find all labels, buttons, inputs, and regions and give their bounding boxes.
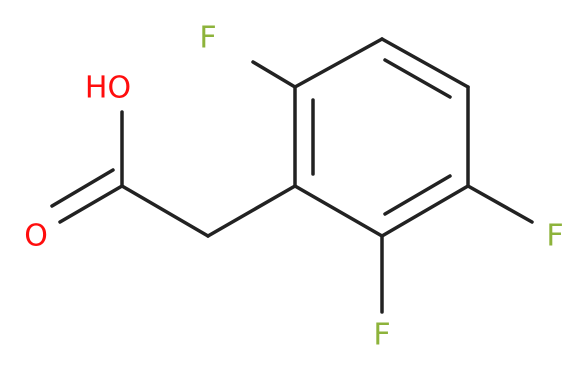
bond bbox=[293, 37, 384, 89]
bonds bbox=[50, 37, 534, 314]
bond bbox=[206, 184, 297, 238]
atom-label: F bbox=[546, 219, 563, 254]
atom-label: O bbox=[24, 219, 48, 254]
double-bond bbox=[50, 168, 115, 208]
bond bbox=[466, 184, 534, 224]
bond bbox=[120, 184, 210, 238]
double-bond bbox=[383, 58, 452, 99]
bond bbox=[380, 37, 470, 89]
double-bond bbox=[383, 174, 452, 216]
atom-label: F bbox=[199, 21, 216, 56]
atom-label: HO bbox=[85, 71, 131, 106]
bond bbox=[380, 184, 470, 238]
double-bond bbox=[58, 184, 124, 224]
atom-label: F bbox=[373, 318, 390, 353]
bond bbox=[293, 184, 384, 238]
bond bbox=[251, 60, 297, 89]
